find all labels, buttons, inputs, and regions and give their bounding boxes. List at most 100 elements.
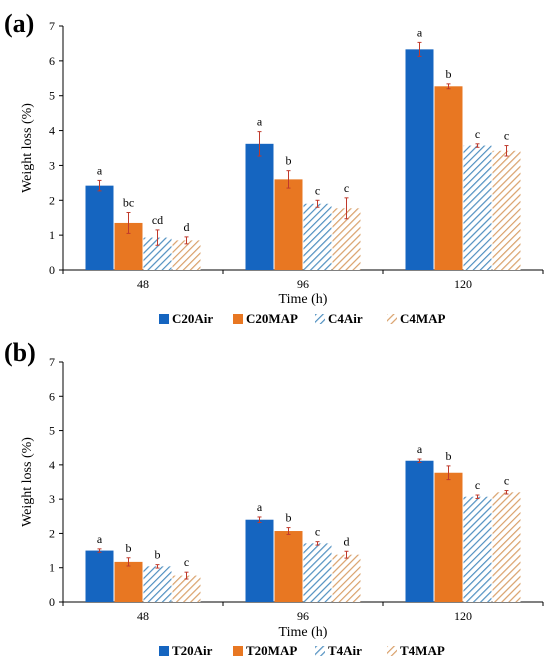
legend-swatch-T4Air [315, 646, 325, 656]
y-tick-label: 2 [49, 193, 55, 207]
significance-label: a [97, 532, 103, 546]
bar-T20MAP-48 [114, 561, 143, 602]
significance-label: c [315, 525, 320, 539]
legend-label-T4MAP: T4MAP [400, 643, 445, 658]
bar-T20Air-120 [405, 460, 434, 602]
y-tick-label: 3 [49, 492, 55, 506]
y-tick-label: 1 [49, 228, 55, 242]
significance-label: a [257, 115, 263, 129]
bar-C4MAP-48 [172, 240, 201, 270]
significance-label: c [504, 474, 509, 488]
legend-swatch-C4MAP [387, 314, 397, 324]
x-tick-label: 120 [454, 277, 472, 291]
significance-label: c [184, 555, 189, 569]
legend-swatch-C20Air [159, 314, 169, 324]
significance-label: b [126, 541, 132, 555]
significance-label: c [504, 129, 509, 143]
x-tick-label: 48 [137, 609, 149, 623]
y-ticks: 0 1 2 3 4 5 6 7 [49, 19, 63, 277]
y-axis-title: Weight loss (%) [20, 103, 35, 193]
significance-label: c [475, 127, 480, 141]
legend: T20Air T20MAP T4Air T4MAP [159, 643, 445, 658]
legend: C20Air C20MAP C4Air C4MAP [159, 311, 446, 326]
panel-letter-a: (a) [4, 9, 34, 38]
y-tick-label: 0 [49, 263, 55, 277]
y-tick-label: 6 [49, 54, 55, 68]
legend-swatch-C20MAP [233, 314, 243, 324]
x-tick-label: 48 [137, 277, 149, 291]
significance-label: bc [123, 195, 134, 209]
x-axis-title: Time (h) [279, 292, 328, 307]
legend-label-C20Air: C20Air [172, 311, 213, 326]
bar-C20Air-48 [85, 185, 114, 270]
significance-label: b [446, 67, 452, 81]
bar-C20Air-120 [405, 49, 434, 271]
significance-label: b [286, 154, 292, 168]
legend-label-C4Air: C4Air [328, 311, 363, 326]
bar-T20MAP-96 [274, 531, 303, 602]
x-tick-label: 120 [454, 609, 472, 623]
bar-C20MAP-96 [274, 179, 303, 270]
x-tick-label: 96 [297, 609, 309, 623]
significance-label: a [97, 163, 103, 177]
significance-label: c [344, 181, 349, 195]
chart-panel-b: (b) Weight loss (%) Time (h) 0 1 2 3 4 5 6 7 48… [4, 338, 544, 658]
y-tick-label: 4 [49, 124, 55, 138]
x-ticks: 48 96 120 [62, 602, 544, 623]
legend-label-T20MAP: T20MAP [246, 643, 297, 658]
legend-swatch-T20MAP [233, 646, 243, 656]
legend-label-T4Air: T4Air [328, 643, 362, 658]
y-ticks: 0 1 2 3 4 5 6 7 [49, 355, 63, 609]
y-tick-label: 6 [49, 389, 55, 403]
y-tick-label: 2 [49, 526, 55, 540]
significance-label: b [286, 511, 292, 525]
legend-label-C4MAP: C4MAP [400, 311, 446, 326]
legend-swatch-T4MAP [387, 646, 397, 656]
bar-T4Air-48 [143, 566, 172, 602]
bar-C4Air-120 [463, 145, 492, 270]
bar-T4Air-96 [303, 543, 332, 602]
bar-C20Air-96 [245, 143, 274, 270]
bar-C20MAP-120 [434, 86, 463, 270]
y-axis-title: Weight loss (%) [20, 437, 35, 527]
bars: a b b c a b c d a b c c [85, 442, 521, 602]
significance-label: c [315, 183, 320, 197]
significance-label: a [257, 500, 263, 514]
significance-label: b [446, 449, 452, 463]
significance-label: d [184, 220, 190, 234]
significance-label: c [475, 478, 480, 492]
bar-T4MAP-96 [332, 554, 361, 602]
y-tick-label: 7 [49, 355, 55, 369]
significance-label: a [417, 25, 423, 39]
chart-panel-a: (a) Weight loss (%) Time (h) 0 1 2 3 4 5 6 7 48… [4, 9, 544, 326]
legend-swatch-T20Air [159, 646, 169, 656]
y-tick-label: 4 [49, 458, 55, 472]
x-tick-label: 96 [297, 277, 309, 291]
bar-C4Air-96 [303, 203, 332, 270]
legend-swatch-C4Air [315, 314, 325, 324]
legend-label-T20Air: T20Air [172, 643, 213, 658]
y-tick-label: 5 [49, 424, 55, 438]
significance-label: d [344, 534, 350, 548]
bar-T4Air-120 [463, 496, 492, 602]
x-ticks: 48 96 120 [62, 270, 544, 291]
legend-label-C20MAP: C20MAP [246, 311, 298, 326]
y-tick-label: 5 [49, 89, 55, 103]
y-tick-label: 0 [49, 595, 55, 609]
y-tick-label: 7 [49, 19, 55, 33]
y-tick-label: 3 [49, 158, 55, 172]
bar-C4MAP-120 [492, 150, 521, 270]
x-axis-title: Time (h) [279, 625, 328, 640]
bar-T20Air-96 [245, 519, 274, 602]
bar-T20Air-48 [85, 550, 114, 602]
bar-T4MAP-48 [172, 575, 201, 602]
significance-label: cd [152, 213, 163, 227]
significance-label: a [417, 442, 423, 456]
significance-label: b [155, 548, 161, 562]
bar-T20MAP-120 [434, 472, 463, 602]
panel-letter-b: (b) [4, 338, 36, 367]
y-tick-label: 1 [49, 561, 55, 575]
bar-T4MAP-120 [492, 492, 521, 602]
